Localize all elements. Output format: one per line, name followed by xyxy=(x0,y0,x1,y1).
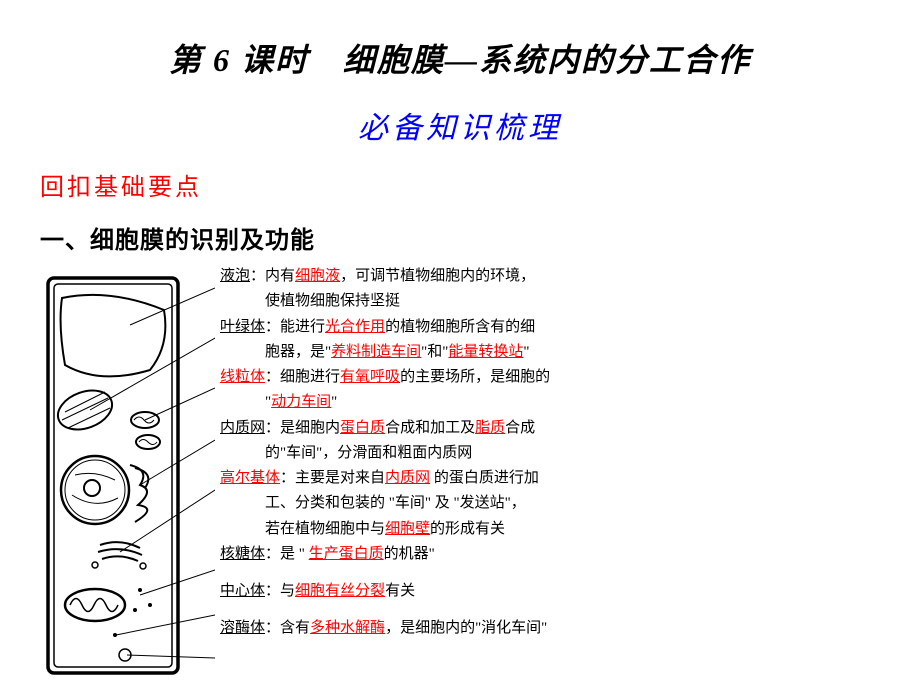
item-text: 是细胞内 xyxy=(280,420,340,436)
section-label: 回扣基础要点 xyxy=(40,167,880,202)
item-text: 若在植物细胞中与 xyxy=(265,521,385,537)
item-highlight: 内质网 xyxy=(385,470,430,486)
item-highlight: 有氧呼吸 xyxy=(340,369,400,385)
item-label: 线粒体 xyxy=(220,369,265,385)
cell-diagram xyxy=(40,265,220,685)
item-label: 叶绿体 xyxy=(220,319,265,335)
item-label: 中心体 xyxy=(220,583,265,599)
item-sep: ： xyxy=(265,620,280,636)
page-title: 第 6 课时 细胞膜—系统内的分工合作 xyxy=(40,35,880,81)
item-text: " xyxy=(523,344,529,360)
item-label: 核糖体 xyxy=(220,546,265,562)
item-highlight: 养料制造车间 xyxy=(331,344,421,360)
item-text: 工、分类和包装的 "车间" 及 "发送站"， xyxy=(265,495,526,511)
item-text: 的蛋白质进行加 xyxy=(430,470,539,486)
item-text: 的机器" xyxy=(384,546,435,562)
item-highlight: 能量转换站 xyxy=(448,344,523,360)
item-highlight: 蛋白质 xyxy=(340,420,385,436)
item-highlight: 生产蛋白质 xyxy=(309,546,384,562)
annotation-item: 线粒体：细胞进行有氧呼吸的主要场所，是细胞的 xyxy=(220,366,880,389)
item-sep: ： xyxy=(265,319,280,335)
annotation-continuation: 若在植物细胞中与细胞壁的形成有关 xyxy=(220,518,880,541)
item-text: 有关 xyxy=(385,583,415,599)
annotation-continuation: 胞器，是"养料制造车间"和"能量转换站" xyxy=(220,341,880,364)
item-sep: ： xyxy=(265,369,280,385)
annotation-item: 高尔基体：主要是对来自内质网 的蛋白质进行加 xyxy=(220,467,880,490)
annotation-item: 中心体：与细胞有丝分裂有关 xyxy=(220,580,880,603)
item-text: 合成和加工及 xyxy=(385,420,475,436)
item-highlight: 脂质 xyxy=(475,420,505,436)
item-label: 液泡 xyxy=(220,268,250,284)
item-highlight: 细胞液 xyxy=(295,268,340,284)
item-text: 主要是对来自 xyxy=(295,470,385,486)
annotation-item: 叶绿体：能进行光合作用的植物细胞所含有的细 xyxy=(220,316,880,339)
item-highlight: 多种水解酶 xyxy=(310,620,385,636)
item-label: 高尔基体 xyxy=(220,470,280,486)
item-highlight: 动力车间 xyxy=(271,394,331,410)
annotation-item: 溶酶体：含有多种水解酶，是细胞内的"消化车间" xyxy=(220,617,880,640)
item-text: 合成 xyxy=(505,420,535,436)
item-label: 内质网 xyxy=(220,420,265,436)
page-subtitle: 必备知识梳理 xyxy=(40,103,880,147)
annotation-item: 液泡：内有细胞液，可调节植物细胞内的环境， xyxy=(220,265,880,288)
item-sep: ： xyxy=(280,470,295,486)
content-area: 液泡：内有细胞液，可调节植物细胞内的环境，使植物细胞保持坚挺叶绿体：能进行光合作… xyxy=(40,265,880,685)
item-highlight: 细胞有丝分裂 xyxy=(295,583,385,599)
item-text: 的植物细胞所含有的细 xyxy=(385,319,535,335)
item-sep: ： xyxy=(250,268,265,284)
item-text: 的形成有关 xyxy=(430,521,505,537)
cell-svg xyxy=(40,270,215,680)
item-highlight: 细胞壁 xyxy=(385,521,430,537)
annotations-list: 液泡：内有细胞液，可调节植物细胞内的环境，使植物细胞保持坚挺叶绿体：能进行光合作… xyxy=(220,265,880,685)
item-text: 细胞进行 xyxy=(280,369,340,385)
annotation-continuation: 使植物细胞保持坚挺 xyxy=(220,290,880,313)
annotation-item: 核糖体：是 " 生产蛋白质的机器" xyxy=(220,543,880,566)
annotation-continuation: 的"车间"，分滑面和粗面内质网 xyxy=(220,442,880,465)
item-text: 是 " xyxy=(280,546,309,562)
item-sep: ： xyxy=(265,420,280,436)
item-sep: ： xyxy=(265,583,280,599)
item-sep: ： xyxy=(265,546,280,562)
item-highlight: 光合作用 xyxy=(325,319,385,335)
item-text: 含有 xyxy=(280,620,310,636)
annotation-item: 内质网：是细胞内蛋白质合成和加工及脂质合成 xyxy=(220,417,880,440)
item-text: " xyxy=(331,394,337,410)
item-text: ，是细胞内的"消化车间" xyxy=(385,620,547,636)
item-label: 溶酶体 xyxy=(220,620,265,636)
annotation-continuation: "动力车间" xyxy=(220,391,880,414)
item-text: 内有 xyxy=(265,268,295,284)
item-text: 能进行 xyxy=(280,319,325,335)
item-text: "和" xyxy=(421,344,448,360)
item-text: ，可调节植物细胞内的环境， xyxy=(340,268,535,284)
annotation-continuation: 工、分类和包装的 "车间" 及 "发送站"， xyxy=(220,492,880,515)
item-text: 与 xyxy=(280,583,295,599)
item-text: 胞器，是" xyxy=(265,344,331,360)
section-heading: 一、细胞膜的识别及功能 xyxy=(40,220,880,255)
item-text: 的主要场所，是细胞的 xyxy=(400,369,550,385)
